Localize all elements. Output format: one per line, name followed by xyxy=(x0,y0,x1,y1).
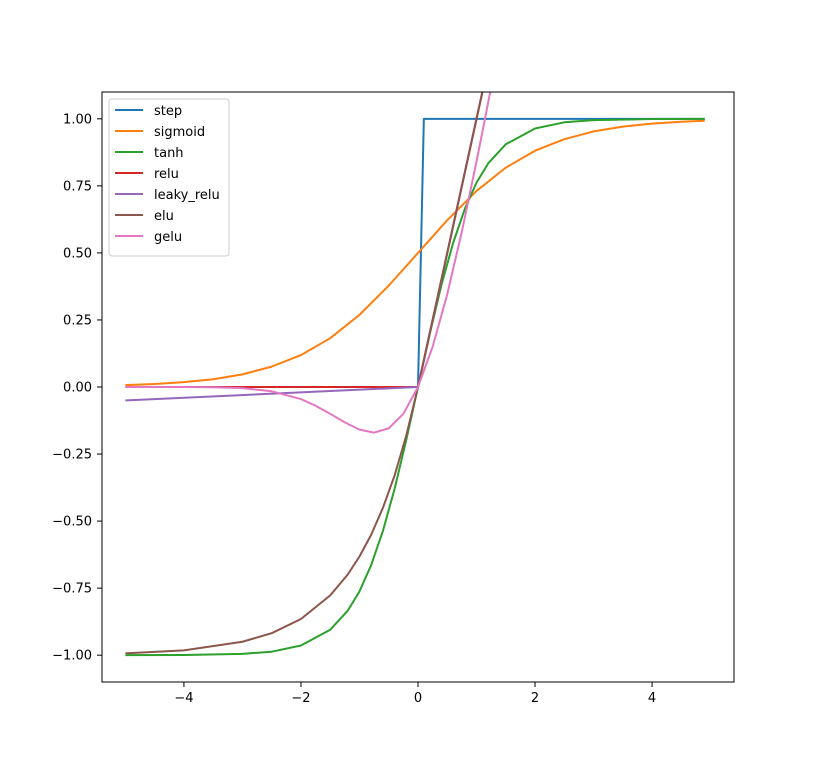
y-axis-ticks: −1.00 −0.75 −0.50 −0.25 0.00 0.25 0.50 0.75 1.00 xyxy=(52,112,102,664)
legend-entry-relu: relu xyxy=(115,167,179,182)
x-tick-label: 0 xyxy=(414,691,422,706)
legend-label: gelu xyxy=(154,230,182,245)
legend-entry-tanh: tanh xyxy=(115,146,184,161)
legend-label: step xyxy=(154,104,182,119)
x-axis-ticks: −4 −2 0 2 4 xyxy=(174,682,656,706)
y-tick-label: −0.25 xyxy=(52,448,92,463)
y-tick-label: −0.75 xyxy=(52,582,92,597)
legend-entry-gelu: gelu xyxy=(115,230,182,245)
x-tick-label: 2 xyxy=(531,691,539,706)
legend-entry-sigmoid: sigmoid xyxy=(115,125,205,140)
legend-entry-leaky-relu: leaky_relu xyxy=(115,188,220,203)
legend-entry-step: step xyxy=(115,104,182,119)
x-tick-label: −2 xyxy=(291,691,310,706)
y-tick-label: −0.50 xyxy=(52,515,92,530)
legend-label: leaky_relu xyxy=(154,188,220,203)
legend-label: relu xyxy=(154,167,179,182)
series-line-elu xyxy=(125,92,484,655)
series-line-sigmoid xyxy=(125,119,705,387)
y-tick-label: −1.00 xyxy=(52,649,92,664)
x-tick-label: 4 xyxy=(648,691,656,706)
legend-label: sigmoid xyxy=(154,125,205,140)
y-tick-label: 0.50 xyxy=(63,246,92,261)
y-tick-label: 0.00 xyxy=(63,381,92,396)
series-layer xyxy=(125,92,705,657)
legend-entry-elu: elu xyxy=(115,209,174,224)
x-tick-label: −4 xyxy=(174,691,193,706)
y-tick-label: 0.75 xyxy=(63,179,92,194)
legend-label: tanh xyxy=(154,146,184,161)
legend-box xyxy=(108,98,230,257)
y-tick-label: 1.00 xyxy=(63,112,92,127)
y-tick-label: 0.25 xyxy=(63,313,92,328)
series-line-gelu xyxy=(125,92,492,434)
legend-label: elu xyxy=(154,209,174,224)
